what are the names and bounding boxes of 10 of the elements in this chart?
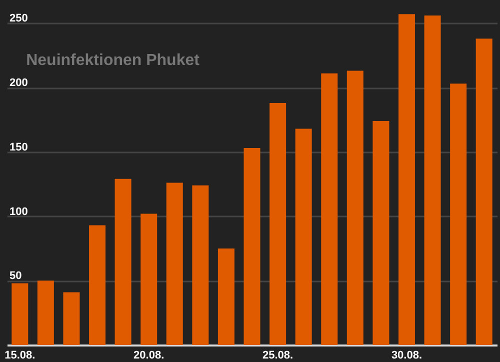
y-tick-label: 100 xyxy=(10,206,28,218)
y-tick-label: 150 xyxy=(10,141,28,154)
x-tick-label: 20.08. xyxy=(134,350,164,362)
x-tick-label: 30.08. xyxy=(391,350,422,362)
y-tick-label: 200 xyxy=(10,77,28,90)
y-tick-label: 250 xyxy=(10,12,28,25)
x-tick-label: 15.08. xyxy=(4,350,36,362)
x-tick-label: 25.08. xyxy=(262,350,294,362)
text: Neuinfektionen Phuket xyxy=(26,52,200,69)
y-tick-label: 50 xyxy=(10,270,22,282)
